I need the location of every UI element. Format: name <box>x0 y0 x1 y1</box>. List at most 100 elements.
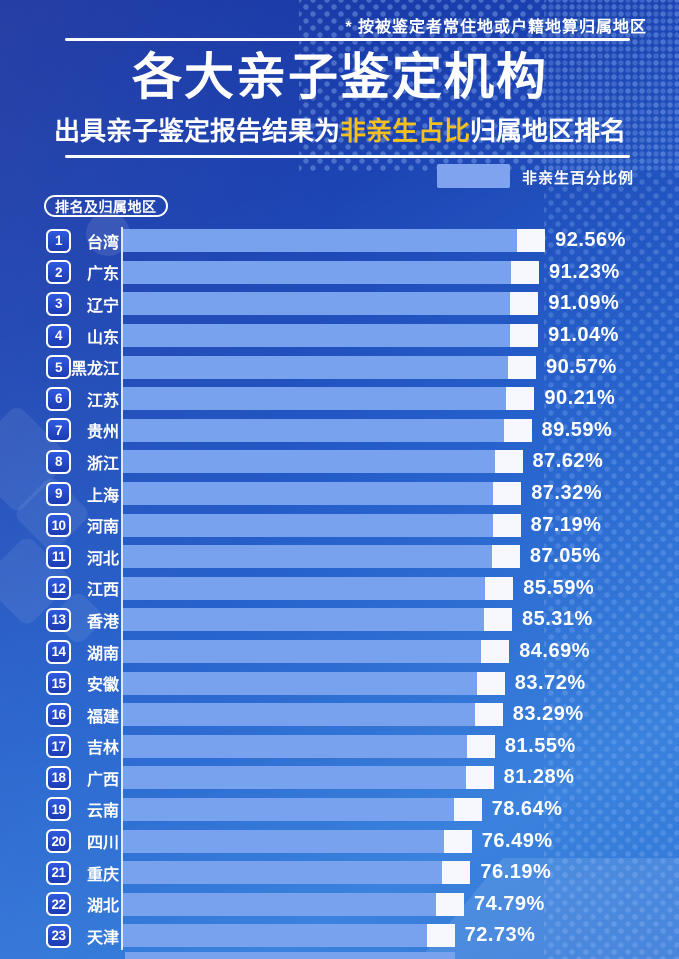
row-head: 18 广西 <box>46 765 119 790</box>
bar-tip <box>494 450 523 474</box>
row-head: 17 吉林 <box>46 734 119 759</box>
row-head: 4 山东 <box>46 323 119 348</box>
row-head: 10 河南 <box>46 513 119 538</box>
bar <box>123 545 520 569</box>
bar-tip <box>476 671 505 695</box>
partial-next-bar <box>125 952 455 959</box>
bar-tip <box>485 576 514 600</box>
rank-badge: 3 <box>46 291 71 316</box>
region-label: 江西 <box>86 582 119 600</box>
value-label: 87.62% <box>532 450 604 473</box>
bar <box>123 324 539 348</box>
region-label: 上海 <box>86 487 119 505</box>
bar-tip <box>492 513 521 537</box>
table-row: 16 福建 83.29% <box>0 699 679 731</box>
rank-badge: 22 <box>46 892 71 917</box>
value-label: 83.72% <box>514 671 586 694</box>
rank-badge: 2 <box>46 260 71 285</box>
bar <box>123 450 523 474</box>
rank-badge: 20 <box>46 829 71 854</box>
region-label: 河北 <box>86 550 119 568</box>
bar <box>123 797 482 821</box>
region-label: 吉林 <box>86 740 119 758</box>
row-head: 11 河北 <box>46 544 119 569</box>
bar <box>123 513 521 537</box>
region-label: 山东 <box>86 329 119 347</box>
table-row: 6 江苏 90.21% <box>0 383 679 415</box>
axis-line <box>121 227 123 950</box>
bar-tip <box>474 703 503 727</box>
bar-tip <box>443 829 472 853</box>
bar <box>123 924 455 948</box>
page-title: 各大亲子鉴定机构 <box>132 49 548 105</box>
rank-badge: 18 <box>46 765 71 790</box>
row-head: 9 上海 <box>46 481 119 506</box>
table-row: 20 四川 76.49% <box>0 825 679 857</box>
region-label: 重庆 <box>86 866 119 884</box>
rank-badge: 1 <box>46 228 71 253</box>
divider-top <box>65 38 630 41</box>
page-subtitle: 出具亲子鉴定报告结果为非亲生占比归属地区排名 <box>20 112 660 150</box>
row-head: 15 安徽 <box>46 671 119 696</box>
bar-tip <box>426 924 455 948</box>
rank-badge: 10 <box>46 513 71 538</box>
axis-label-badge: 排名及归属地区 <box>44 195 168 217</box>
bar <box>123 671 505 695</box>
rank-badge: 12 <box>46 576 71 601</box>
row-head: 21 重庆 <box>46 860 119 885</box>
region-label: 湖南 <box>86 645 119 663</box>
rank-badge: 8 <box>46 449 71 474</box>
subtitle-highlight: 非亲生占比 <box>339 116 470 146</box>
region-label: 安徽 <box>86 677 119 695</box>
region-label: 云南 <box>86 803 119 821</box>
rank-badge: 7 <box>46 418 71 443</box>
row-head: 16 福建 <box>46 702 119 727</box>
legend-label: 非亲生百分比例 <box>522 170 635 187</box>
rank-badge: 21 <box>46 860 71 885</box>
row-head: 5 黑龙江 <box>46 355 120 380</box>
table-row: 15 安徽 83.72% <box>0 667 679 699</box>
row-head: 8 浙江 <box>46 449 119 474</box>
rank-badge: 23 <box>46 923 71 948</box>
bar-tip <box>465 766 494 790</box>
rank-badge: 4 <box>46 323 71 348</box>
rank-badge: 6 <box>46 386 71 411</box>
bar <box>123 482 522 506</box>
value-label: 87.32% <box>531 482 603 505</box>
bar <box>123 229 546 253</box>
row-head: 12 江西 <box>46 576 119 601</box>
region-label: 河南 <box>86 519 119 537</box>
bar <box>123 260 539 284</box>
value-label: 81.55% <box>504 734 576 757</box>
value-label: 91.09% <box>548 292 620 315</box>
bar-tip <box>517 229 546 253</box>
value-label: 76.19% <box>480 861 552 884</box>
region-label: 贵州 <box>86 424 119 442</box>
table-row: 17 吉林 81.55% <box>0 731 679 763</box>
legend-swatch <box>437 164 510 188</box>
rank-badge: 19 <box>46 797 71 822</box>
region-label: 天津 <box>86 929 119 947</box>
region-label: 黑龙江 <box>71 361 120 379</box>
bar <box>123 766 494 790</box>
table-row: 9 上海 87.32% <box>0 478 679 510</box>
bar-chart: 1 台湾 92.56% 2 广东 91.23% 3 辽宁 91.09% 4 山东 <box>0 225 679 952</box>
table-row: 5 黑龙江 90.57% <box>0 351 679 383</box>
table-row: 21 重庆 76.19% <box>0 857 679 889</box>
bar-tip <box>510 324 539 348</box>
value-label: 91.23% <box>549 260 620 283</box>
subtitle-suffix: 归属地区排名 <box>470 116 627 146</box>
rank-badge: 13 <box>46 607 71 632</box>
value-label: 90.57% <box>546 355 617 378</box>
value-label: 84.69% <box>519 640 591 663</box>
bar-tip <box>436 892 464 916</box>
row-head: 13 香港 <box>46 607 119 632</box>
subtitle-prefix: 出具亲子鉴定报告结果为 <box>53 116 340 146</box>
value-label: 78.64% <box>491 797 563 820</box>
rank-badge: 17 <box>46 734 71 759</box>
row-head: 19 云南 <box>46 797 119 822</box>
table-row: 18 广西 81.28% <box>0 762 679 794</box>
bar <box>123 734 495 758</box>
region-label: 浙江 <box>86 455 119 473</box>
table-row: 10 河南 87.19% <box>0 509 679 541</box>
